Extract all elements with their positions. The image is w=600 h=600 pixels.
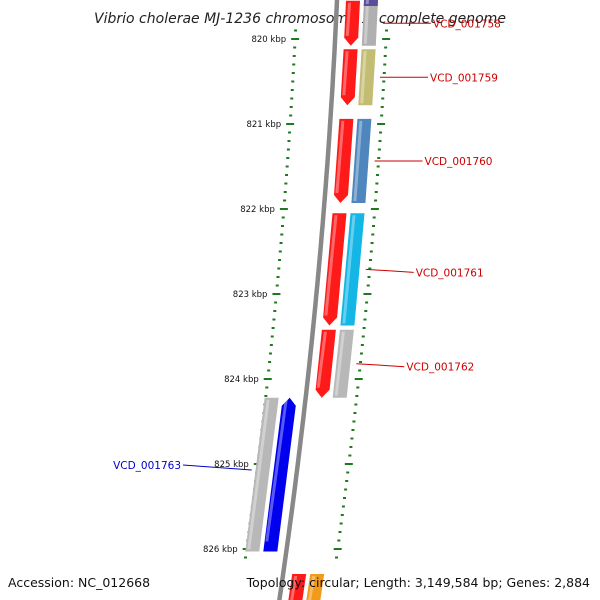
label-leader-line	[182, 464, 252, 471]
ruler-label: 825 kbp	[214, 460, 249, 470]
ruler-label: 826 kbp	[203, 545, 238, 555]
gene-vcd-001761[interactable]	[323, 213, 365, 326]
gene-cog-bar	[245, 397, 279, 552]
gene-vcd-001759[interactable]	[340, 49, 376, 106]
gene-cds-arrow	[344, 0, 360, 46]
topology-text: Topology: circular; Length: 3,149,584 bp…	[246, 575, 590, 590]
gene-features	[245, 0, 378, 600]
gene-cog-bar-shine	[360, 51, 367, 104]
gene-cds-arrow	[315, 329, 336, 398]
label-leader-line	[365, 268, 414, 273]
gene-cog-bar-shine	[247, 399, 270, 550]
gene-label[interactable]: VCD_001760	[425, 156, 493, 168]
gene-cog-bar	[358, 49, 376, 106]
gene-fragment-top-shine	[365, 0, 369, 4]
gene-cds-arrow-shine	[335, 120, 345, 193]
gene-cog-bar-shine	[334, 331, 345, 396]
ruler-label: 821 kbp	[246, 120, 281, 130]
gene-label[interactable]: VCD_001759	[430, 72, 498, 84]
gene-vcd-001760[interactable]	[334, 118, 372, 203]
ruler-labels: 820 kbp 821 kbp 822 kbp 823 kbp 824 kbp 825 k…	[203, 35, 286, 555]
gene-label[interactable]: VCD_001762	[406, 362, 474, 374]
gene-cog-bar-shine	[342, 215, 356, 324]
gene-fragment-bottom	[288, 574, 307, 600]
gene-vcd-001763[interactable]	[245, 397, 296, 552]
gene-cog-bar-shine	[363, 2, 369, 44]
ruler-label: 823 kbp	[233, 290, 268, 300]
gene-vcd-001762[interactable]	[315, 329, 354, 398]
gene-vcd-001758[interactable]	[344, 0, 378, 46]
label-leader-line	[356, 363, 405, 368]
gene-cog-bar	[340, 213, 365, 326]
gene-fragment-bottom	[306, 574, 325, 600]
gene-cds-arrow-shine	[345, 2, 351, 36]
gene-cds-arrow-shine	[316, 331, 327, 388]
ruler-label: 824 kbp	[224, 375, 259, 385]
gene-labels: VCD_001758 VCD_001759 VCD_001760 VCD_001761…	[113, 18, 501, 472]
gene-fragment-top	[363, 0, 378, 6]
gene-cds-arrow-shine	[324, 215, 338, 316]
ruler-label: 822 kbp	[240, 205, 275, 215]
gene-fragment-bottom-shine	[308, 576, 316, 600]
gene-fragment-bottom-shine	[290, 576, 298, 600]
gene-cog-bar	[332, 329, 354, 398]
gene-cds-arrow	[340, 49, 358, 106]
backbone-ring	[277, 0, 340, 600]
gene-cds-arrow	[323, 213, 347, 326]
gene-label[interactable]: VCD_001758	[433, 18, 501, 30]
ruler-label: 820 kbp	[251, 35, 286, 45]
gene-label[interactable]: VCD_001763	[113, 460, 181, 472]
gene-cds-arrow-shine	[265, 399, 288, 542]
gene-cog-bar	[361, 0, 378, 46]
gene-label[interactable]: VCD_001761	[416, 267, 484, 279]
accession-text: Accession: NC_012668	[8, 575, 151, 590]
gene-cog-bar	[351, 118, 372, 203]
ring-line	[277, 0, 340, 600]
gene-cds-arrow	[263, 397, 296, 552]
gene-cds-arrow-shine	[342, 51, 349, 96]
offscreen-gene-fragments	[288, 0, 378, 600]
gene-cds-arrow	[334, 118, 354, 203]
gene-cog-bar-shine	[353, 120, 363, 201]
